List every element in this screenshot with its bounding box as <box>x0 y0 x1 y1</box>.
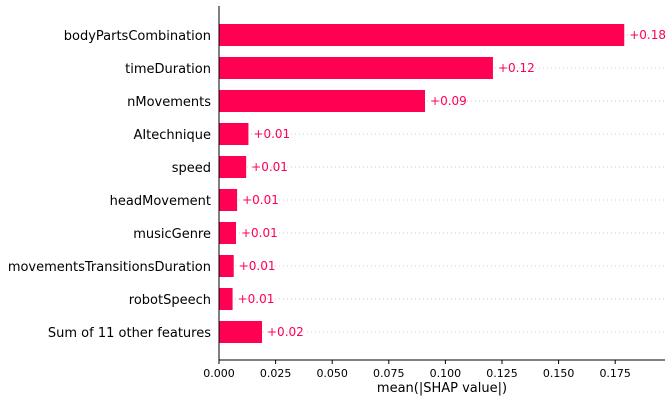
x-axis-title: mean(|SHAP value|) <box>377 381 507 396</box>
x-tick-label: 0.025 <box>260 367 292 380</box>
data-label: +0.01 <box>242 193 279 207</box>
bars <box>219 24 625 343</box>
data-label: +0.02 <box>267 325 304 339</box>
bar <box>219 222 236 244</box>
category-label: nMovements <box>127 95 211 110</box>
category-labels: bodyPartsCombination timeDuration nMovemen… <box>8 29 211 341</box>
x-tick-label: 0.000 <box>203 367 235 380</box>
category-label: musicGenre <box>133 227 211 242</box>
data-label: +0.01 <box>251 160 288 174</box>
data-labels: +0.18 +0.12 +0.09 +0.01 +0.01 +0.01 +0.01 +0.01… <box>238 28 666 339</box>
bar <box>219 255 234 277</box>
x-tick-label: 0.075 <box>373 367 405 380</box>
data-label: +0.01 <box>239 259 276 273</box>
x-tick-label: 0.175 <box>599 367 631 380</box>
bar <box>219 321 263 343</box>
x-tick-label: 0.150 <box>543 367 575 380</box>
data-label: +0.01 <box>241 226 278 240</box>
bar <box>219 24 625 46</box>
category-label: robotSpeech <box>129 293 211 308</box>
bar <box>219 189 238 211</box>
category-label: timeDuration <box>125 62 211 77</box>
category-label: headMovement <box>110 194 211 209</box>
axes <box>218 6 665 364</box>
data-label: +0.01 <box>253 127 290 141</box>
category-label: movementsTransitionsDuration <box>8 260 211 275</box>
x-tick-label: 0.125 <box>486 367 518 380</box>
data-label: +0.01 <box>238 292 275 306</box>
bar <box>219 57 493 79</box>
category-label: speed <box>172 161 211 176</box>
grid-lines <box>219 34 665 333</box>
data-label: +0.18 <box>629 28 666 42</box>
x-tick-label: 0.100 <box>430 367 462 380</box>
data-label: +0.09 <box>430 94 467 108</box>
category-label: Sum of 11 other features <box>48 326 211 341</box>
x-tick-label: 0.050 <box>316 367 348 380</box>
category-label: bodyPartsCombination <box>64 29 211 44</box>
category-label: AItechnique <box>133 128 211 143</box>
x-tick-labels: 0.000 0.025 0.050 0.075 0.100 0.125 0.150 0.175 <box>203 367 631 380</box>
bar <box>219 90 426 112</box>
data-label: +0.12 <box>498 61 535 75</box>
bar <box>219 156 247 178</box>
bar <box>219 288 233 310</box>
bar <box>219 123 249 145</box>
